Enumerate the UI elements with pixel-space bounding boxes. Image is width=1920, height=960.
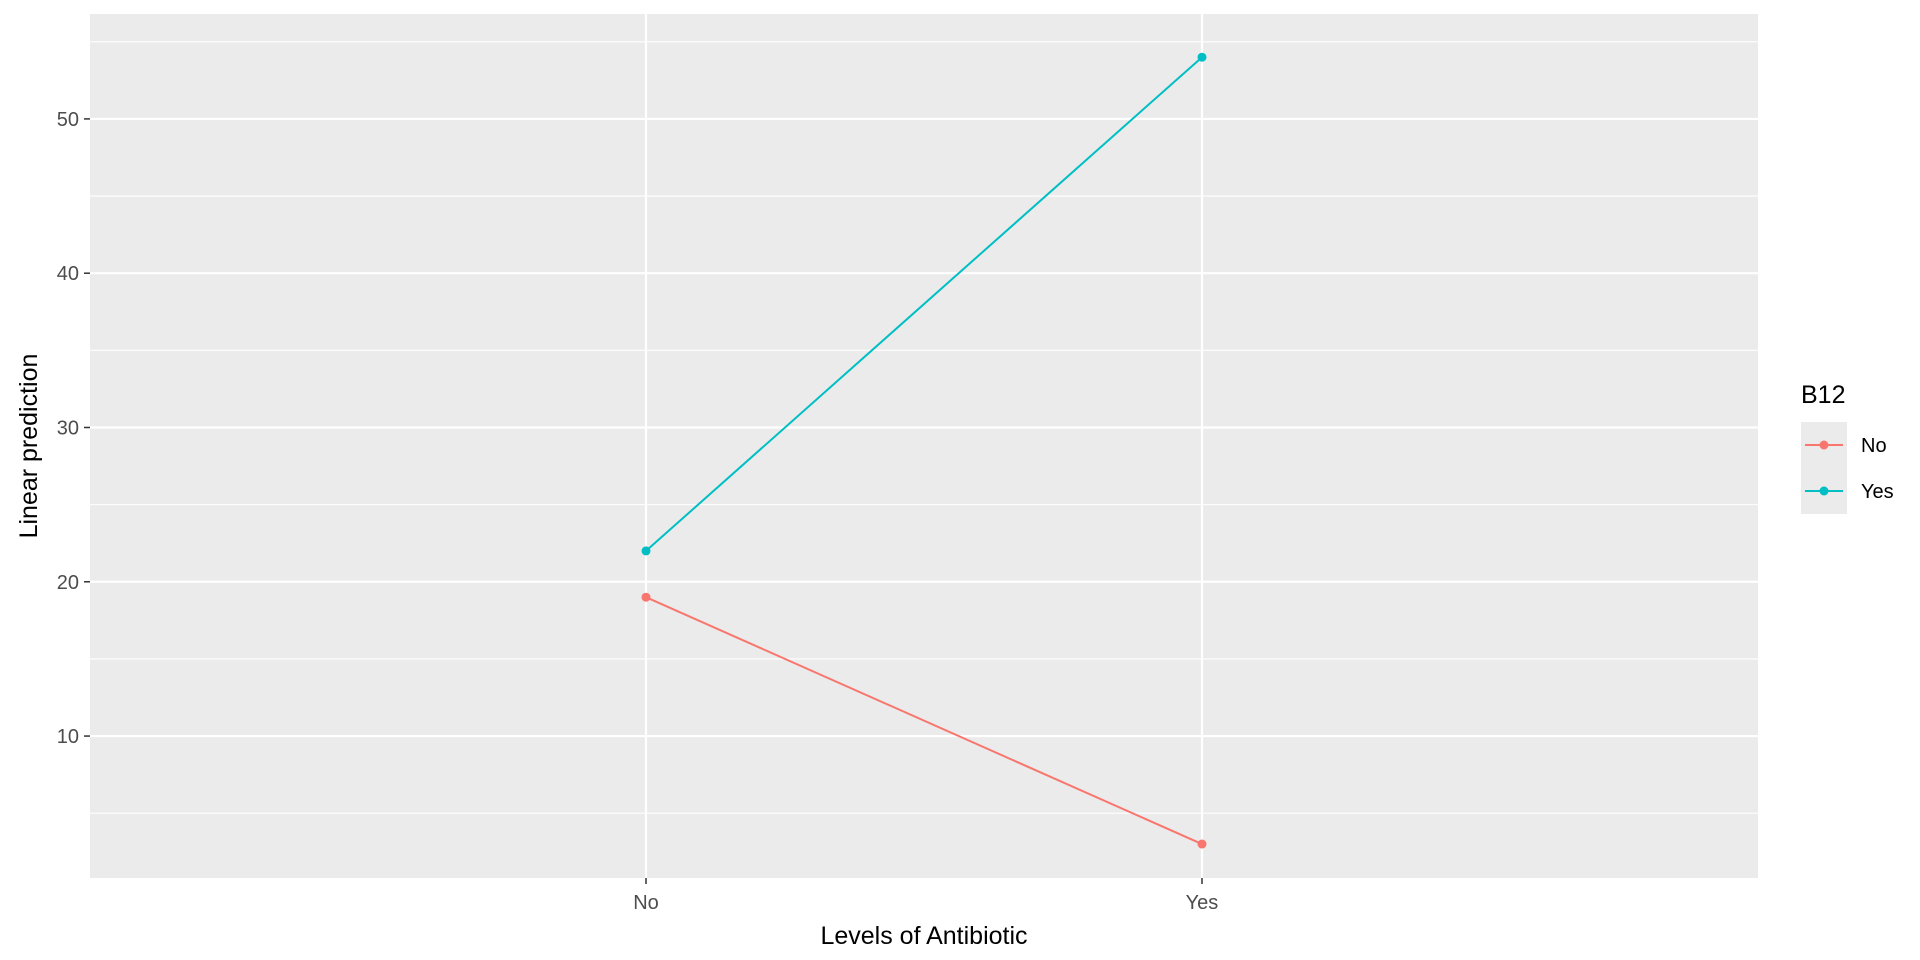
legend-title: B12: [1801, 381, 1845, 409]
major-gridlines: [90, 14, 1758, 878]
x-axis-title: Levels of Antibiotic: [820, 922, 1027, 950]
data-point-yes: [641, 546, 651, 556]
data-point-no: [641, 592, 651, 602]
y-axis: 10 20 30 40 50: [57, 109, 90, 748]
y-tick-label: 20: [57, 572, 79, 594]
series-line-yes: [645, 56, 1203, 552]
legend-label-no: No: [1861, 435, 1887, 457]
legend-key-point-yes: [1819, 486, 1829, 496]
x-tick-label: No: [633, 892, 659, 914]
y-axis-title: Linear prediction: [15, 354, 43, 539]
series-line-no: [645, 596, 1203, 845]
legend-label-yes: Yes: [1861, 481, 1894, 503]
y-tick-label: 10: [57, 726, 79, 748]
series-layer: [641, 52, 1207, 849]
y-tick-label: 40: [57, 263, 79, 285]
data-point-yes: [1197, 52, 1207, 62]
y-tick-label: 30: [57, 417, 79, 439]
legend-key-background: [1801, 422, 1847, 514]
legend: B12 No Yes: [1801, 381, 1894, 514]
x-tick-label: Yes: [1186, 892, 1219, 914]
legend-key-point-no: [1819, 440, 1829, 450]
minor-gridlines: [90, 41, 1758, 814]
y-tick-label: 50: [57, 109, 79, 131]
data-point-no: [1197, 839, 1207, 849]
plot-panel: [90, 14, 1758, 878]
x-axis: No Yes: [633, 878, 1218, 914]
